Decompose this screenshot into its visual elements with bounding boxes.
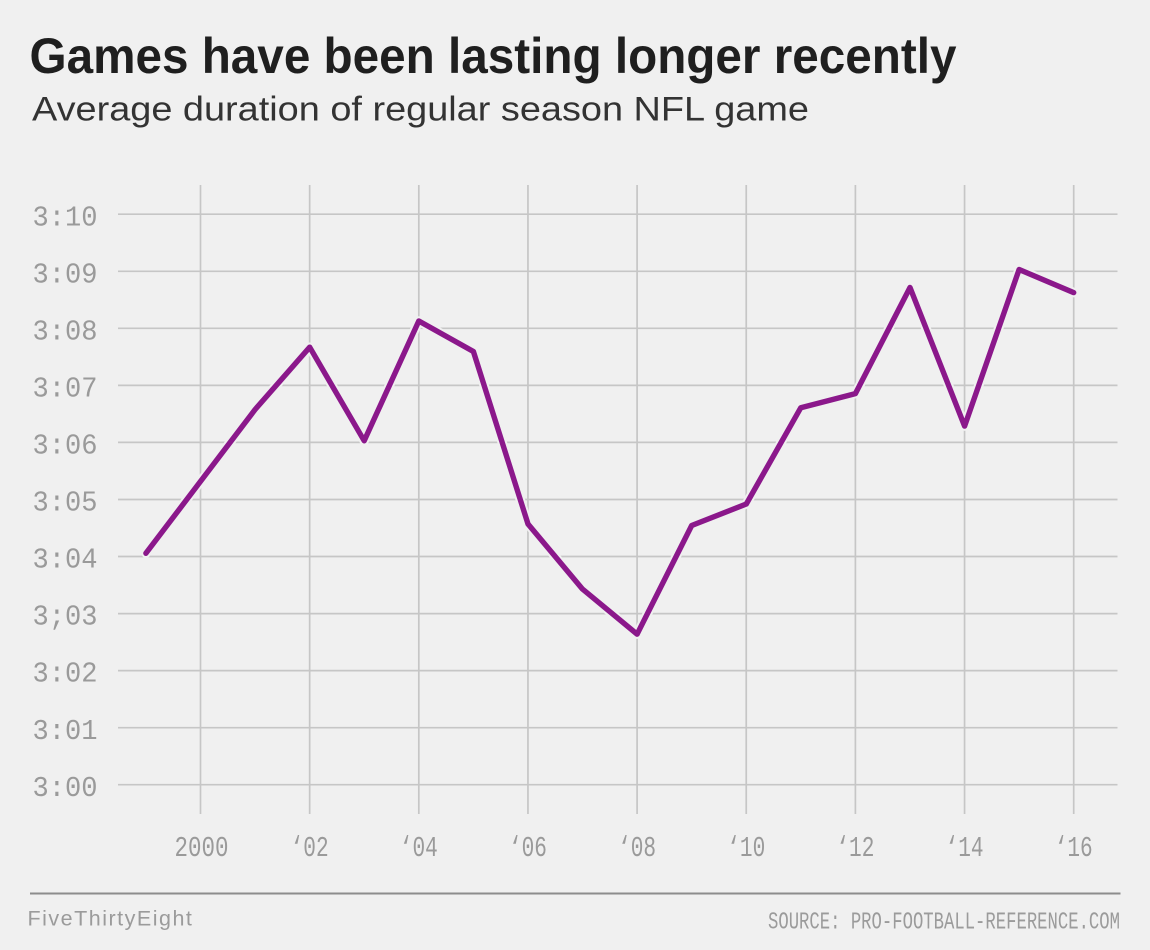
- svg-text:SOURCE: PRO-FOOTBALL-REFERENCE: SOURCE: PRO-FOOTBALL-REFERENCE.COM: [768, 910, 1120, 937]
- svg-text:3:04: 3:04: [33, 544, 98, 577]
- svg-text:3:09: 3:09: [33, 258, 98, 291]
- svg-text:‘04: ‘04: [400, 832, 438, 865]
- svg-text:2000: 2000: [175, 832, 229, 865]
- svg-text:‘14: ‘14: [946, 832, 984, 865]
- svg-text:Average duration of regular se: Average duration of regular season NFL g…: [32, 90, 809, 128]
- svg-text:3:00: 3:00: [33, 772, 98, 805]
- svg-text:3:01: 3:01: [33, 715, 98, 748]
- svg-text:‘06: ‘06: [509, 832, 547, 865]
- svg-text:‘16: ‘16: [1055, 832, 1093, 865]
- svg-text:‘10: ‘10: [727, 832, 765, 865]
- svg-text:3:05: 3:05: [33, 487, 98, 520]
- svg-text:FiveThirtyEight: FiveThirtyEight: [28, 907, 194, 931]
- svg-text:3;03: 3;03: [33, 601, 98, 634]
- svg-text:3:10: 3:10: [33, 201, 98, 234]
- svg-text:‘02: ‘02: [291, 832, 329, 865]
- svg-text:Games have been lasting longer: Games have been lasting longer recently: [30, 28, 957, 84]
- svg-text:3:06: 3:06: [33, 430, 98, 463]
- svg-text:3:08: 3:08: [33, 315, 98, 348]
- svg-text:3:02: 3:02: [33, 658, 98, 691]
- svg-text:‘12: ‘12: [836, 832, 874, 865]
- svg-text:3:07: 3:07: [33, 373, 98, 406]
- svg-text:‘08: ‘08: [618, 832, 656, 865]
